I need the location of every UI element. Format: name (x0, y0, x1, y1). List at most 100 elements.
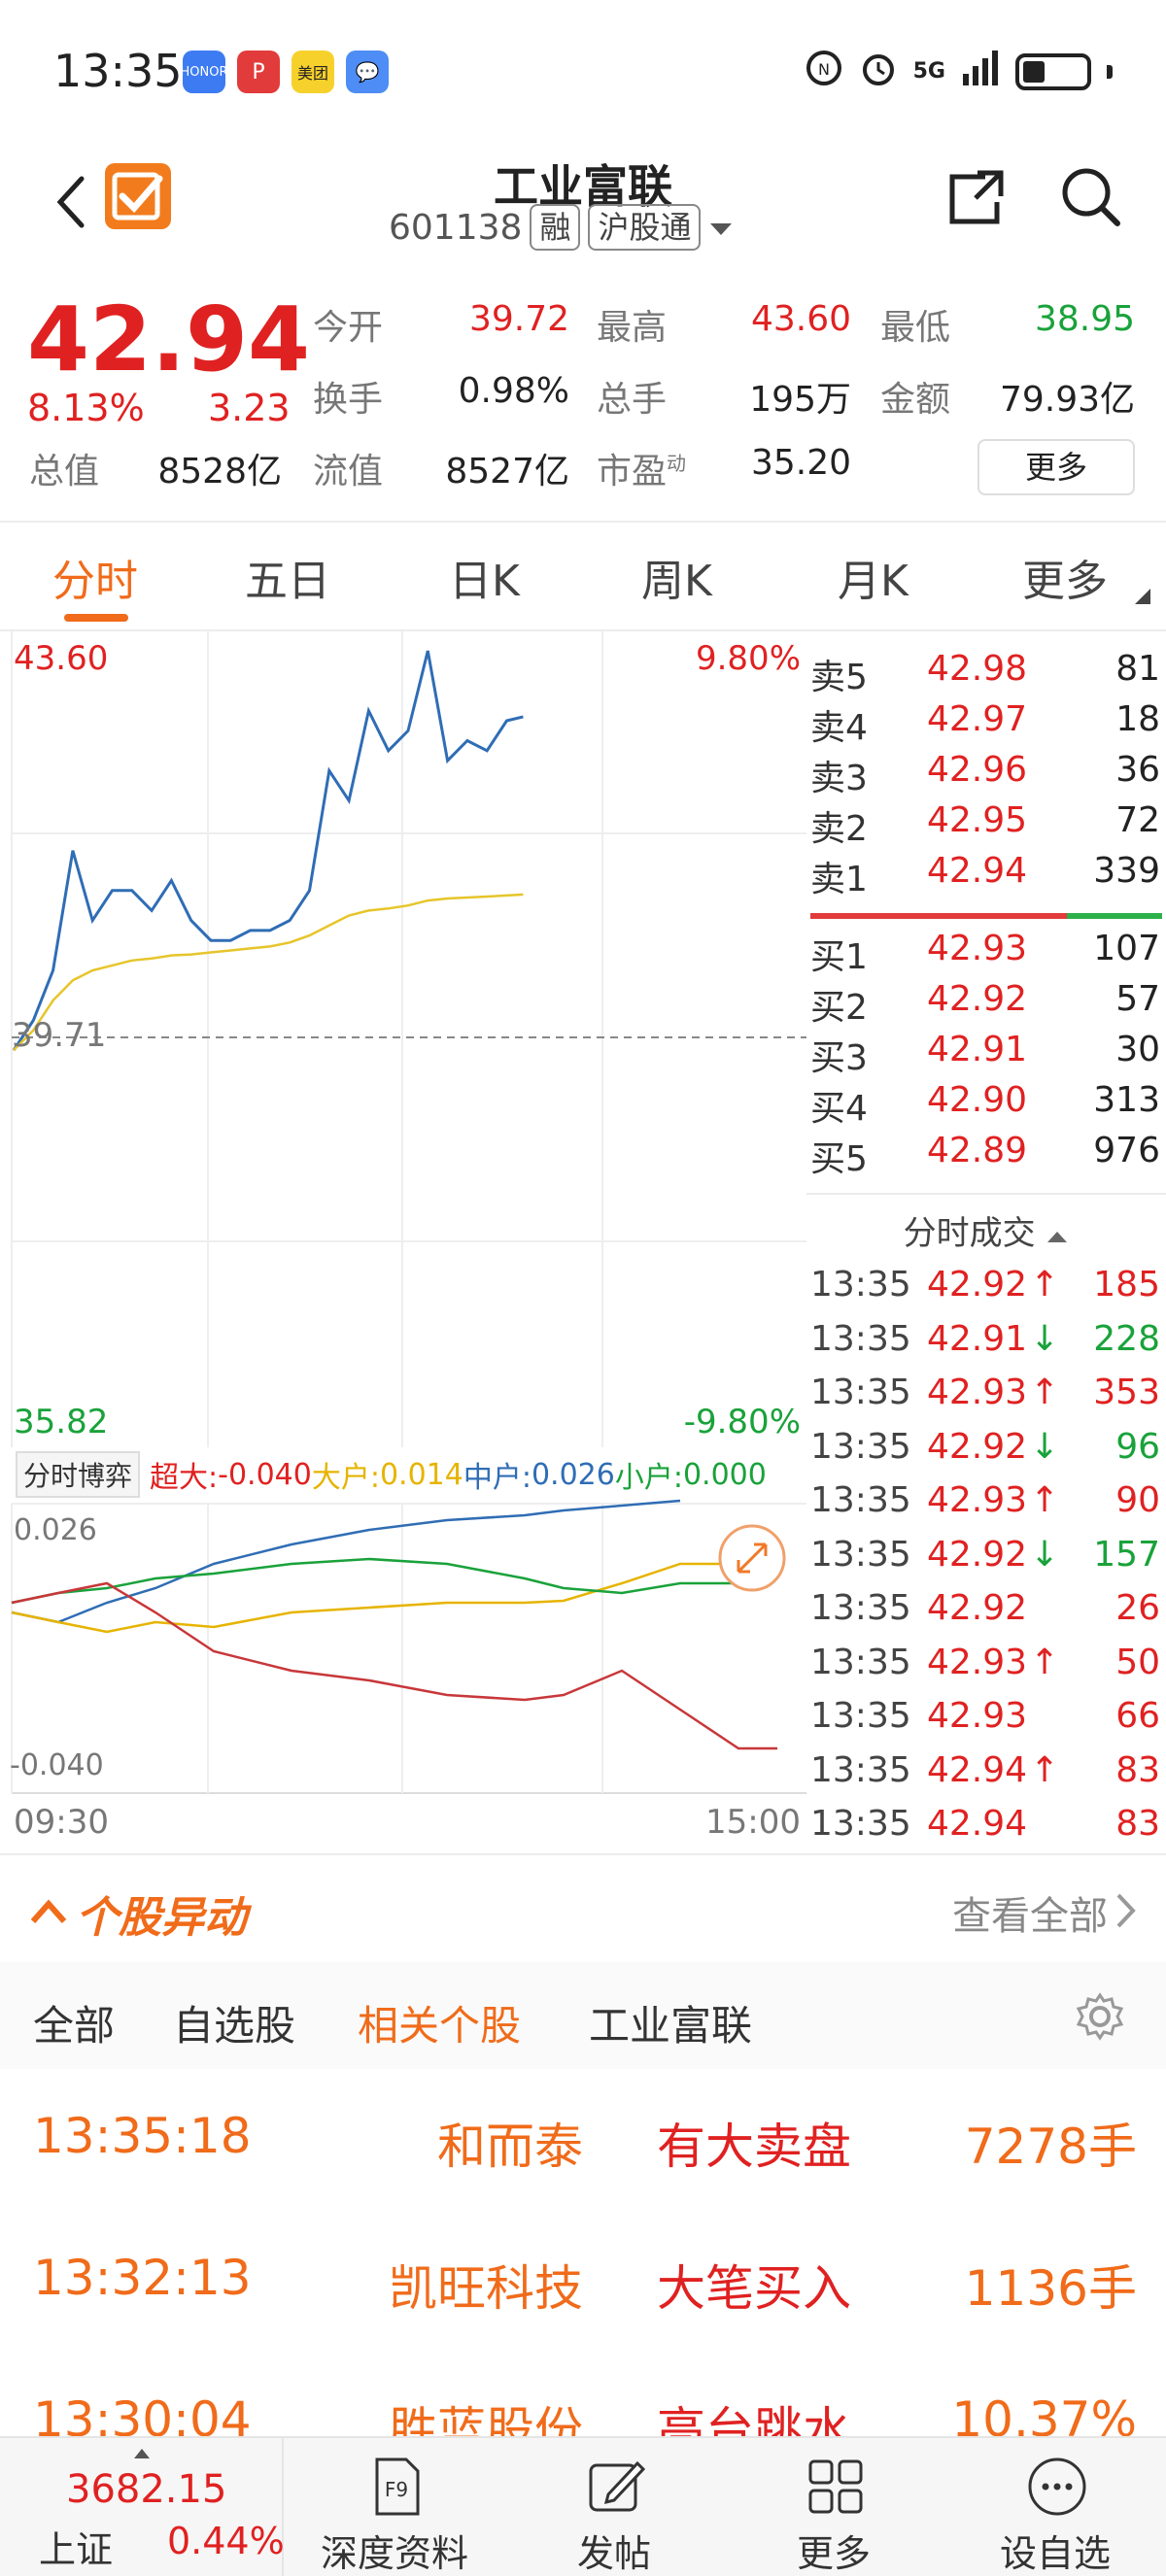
f9-icon: F9 (365, 2456, 428, 2518)
view-all-link[interactable]: 查看全部 (952, 1894, 1108, 1939)
tick-price: 42.92 (927, 1534, 1028, 1575)
index-name: 上证 (39, 2528, 114, 2571)
flow-super-value: -0.040 (218, 1457, 312, 1492)
game-label[interactable]: 分时博弈 (16, 1451, 141, 1498)
ask-volume: 339 (1093, 851, 1160, 891)
index-widget[interactable]: 3682.15 上证 0.44% (0, 2438, 285, 2576)
flow-top-label: 0.026 (14, 1513, 97, 1547)
bid-row[interactable]: 买5 42.89 976 (806, 1131, 1166, 1181)
ask-row[interactable]: 卖2 42.95 72 (806, 800, 1166, 851)
bid-row[interactable]: 买2 42.92 57 (806, 979, 1166, 1030)
alert-tab-all[interactable]: 全部 (33, 2002, 116, 2050)
ask-row[interactable]: 卖5 42.98 81 (806, 649, 1166, 699)
tick-row: 13:35 42.93 66 (806, 1696, 1166, 1750)
ticks-title-label: 分时成交 (903, 1214, 1036, 1253)
tick-price: 42.91 (927, 1318, 1028, 1359)
back-arrow-icon[interactable] (49, 173, 97, 231)
average-price-line (13, 893, 524, 1052)
tab-more[interactable]: 更多 (1022, 557, 1108, 606)
market-cap-value: 8528亿 (157, 452, 282, 491)
tick-price: 42.93 (927, 1642, 1028, 1682)
alerts-header[interactable]: 个股异动 查看全部 (0, 1855, 1166, 1962)
tick-volume: 353 (1093, 1373, 1160, 1412)
status-right: N 5G (805, 49, 1113, 94)
app-icon-red: P (237, 51, 280, 93)
ticks-title[interactable]: 分时成交 (806, 1206, 1166, 1254)
flow-bottom-label: -0.040 (10, 1748, 104, 1782)
search-icon[interactable] (1057, 163, 1125, 231)
current-price: 42.94 (27, 288, 311, 391)
stock-code-row[interactable]: 601138 融 沪股通 (389, 204, 734, 251)
ask-row[interactable]: 卖3 42.96 36 (806, 750, 1166, 800)
ask-row[interactable]: 卖4 42.97 18 (806, 699, 1166, 750)
tick-time: 13:35 (810, 1534, 911, 1575)
share-icon[interactable] (943, 163, 1011, 231)
app-logo-icon[interactable] (105, 163, 171, 229)
bid-volume: 313 (1093, 1080, 1160, 1120)
bid-volume: 30 (1115, 1030, 1160, 1069)
battery-icon (1015, 52, 1091, 90)
alert-time: 13:32:13 (33, 2250, 252, 2306)
quote-panel: 42.94 8.13% 3.23 总值 8528亿 今开 39.72 最高 43… (0, 282, 1166, 515)
chevron-right-icon[interactable] (1115, 1892, 1137, 1929)
bid-volume: 976 (1093, 1131, 1160, 1170)
alert-tab-stock[interactable]: 工业富联 (589, 2002, 753, 2050)
bid-row[interactable]: 买4 42.90 313 (806, 1080, 1166, 1131)
nav-label: 深度资料 (320, 2532, 468, 2575)
tab-five-day[interactable]: 五日 (245, 557, 330, 606)
tick-volume: 50 (1115, 1642, 1160, 1682)
alert-stock-name: 凯旺科技 (389, 2260, 583, 2317)
tab-intraday[interactable]: 分时 (52, 557, 138, 606)
nav-post[interactable]: 发帖 (517, 2438, 711, 2576)
flow-line-0 (11, 1499, 681, 1624)
stock-header: 工业富联 601138 融 沪股通 (0, 146, 1166, 282)
alert-tab-watchlist[interactable]: 自选股 (173, 2002, 296, 2050)
tick-price: 42.94 (927, 1749, 1028, 1790)
gear-icon[interactable] (1075, 1991, 1125, 2042)
dropdown-triangle-icon[interactable] (708, 208, 734, 248)
bid-row[interactable]: 买3 42.91 30 (806, 1030, 1166, 1080)
bid-row[interactable]: 买1 42.93 107 (806, 929, 1166, 979)
tick-price: 42.92 (927, 1265, 1028, 1305)
tick-time: 13:35 (810, 1265, 911, 1305)
capital-flow-bar: 分时博弈 超大: -0.040 大户: 0.014 中户: 0.026 小户: 0.00… (0, 1450, 806, 1499)
bid-price: 42.92 (927, 979, 1028, 1019)
tab-monthly-k[interactable]: 月K (838, 557, 909, 606)
nav-more[interactable]: 更多 (737, 2438, 931, 2576)
tick-time: 13:35 (810, 1318, 911, 1359)
chart-high: 43.60 (14, 639, 109, 678)
tab-weekly-k[interactable]: 周K (641, 557, 712, 606)
bid-label: 买4 (810, 1089, 868, 1129)
volume-label: 总手 (597, 380, 668, 420)
tick-time: 13:35 (810, 1804, 911, 1844)
nav-add-watchlist[interactable]: 设自选 (958, 2438, 1152, 2576)
expand-icon[interactable] (717, 1523, 787, 1593)
tick-volume: 83 (1115, 1804, 1160, 1844)
float-cap-label: 流值 (313, 452, 384, 491)
edit-icon (585, 2456, 647, 2518)
open-label: 今开 (313, 308, 384, 348)
tick-arrow-icon: ↓ (1030, 1426, 1060, 1467)
nav-deep-data[interactable]: F9 深度资料 (297, 2438, 492, 2576)
intraday-chart[interactable]: 43.60 9.80% 39.71 35.82 -9.80% 分时博弈 超大: -… (0, 631, 806, 1855)
margin-tag: 融 (530, 204, 581, 251)
active-tab-indicator (64, 614, 128, 622)
alert-row[interactable]: 13:35:18 和而泰 有大卖盘 7278手 (0, 2069, 1166, 2211)
bid-label: 买1 (810, 937, 868, 977)
tab-daily-k[interactable]: 日K (449, 557, 520, 606)
ask-label: 卖4 (810, 708, 868, 748)
more-button[interactable]: 更多 (977, 439, 1135, 495)
divider (0, 1853, 1166, 1855)
chevron-up-icon[interactable] (29, 1892, 68, 1931)
tick-volume: 26 (1115, 1588, 1160, 1628)
chart-prev-close: 39.71 (12, 1016, 107, 1055)
alert-row[interactable]: 13:32:13 凯旺科技 大笔买入 1136手 (0, 2211, 1166, 2353)
ask-row[interactable]: 卖1 42.94 339 (806, 851, 1166, 901)
tick-time: 13:35 (810, 1480, 911, 1520)
bid-price: 42.91 (927, 1030, 1028, 1069)
ask-volume: 18 (1115, 699, 1160, 739)
tick-row: 13:35 42.92 ↓ 96 (806, 1427, 1166, 1481)
change-percent: 8.13% (27, 387, 145, 429)
grid-icon (805, 2456, 867, 2518)
alert-tab-related[interactable]: 相关个股 (358, 2002, 522, 2050)
